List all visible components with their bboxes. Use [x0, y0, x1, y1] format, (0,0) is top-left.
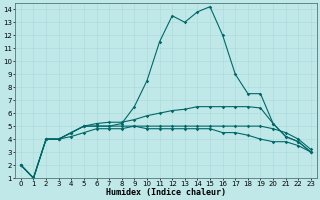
X-axis label: Humidex (Indice chaleur): Humidex (Indice chaleur) — [106, 188, 226, 197]
